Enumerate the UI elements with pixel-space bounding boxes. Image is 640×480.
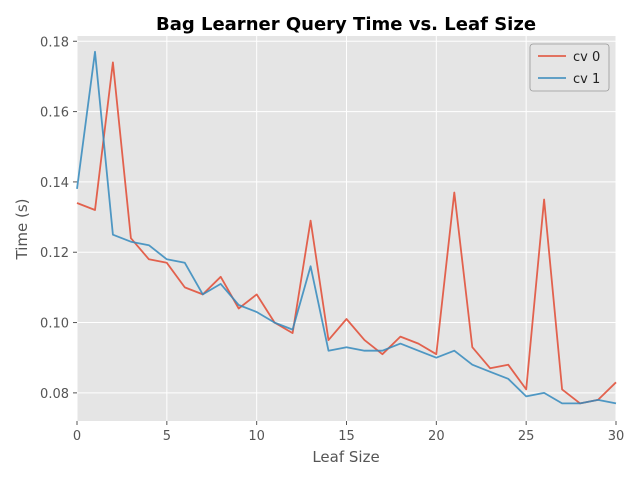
y-tick-label: 0.12 [40,246,69,261]
y-axis-ticks: 0.08 0.10 0.12 0.14 0.16 0.18 [40,35,77,402]
x-tick-label: 5 [163,429,171,444]
series-lines [76,50,617,405]
y-tick-label: 0.14 [40,176,69,191]
x-tick-label: 20 [428,429,445,444]
y-tick-label: 0.08 [40,387,69,402]
x-tick-label: 0 [73,429,81,444]
x-tick-label: 10 [248,429,265,444]
chart-title: Bag Learner Query Time vs. Leaf Size [156,14,536,35]
y-tick-label: 0.18 [40,35,69,50]
series-line-cv-1 [76,50,617,405]
x-tick-label: 15 [338,429,355,444]
x-axis-label: Leaf Size [312,448,379,466]
y-tick-label: 0.16 [40,106,69,121]
legend-label-cv-0: cv 0 [573,50,600,65]
y-tick-label: 0.10 [40,317,69,332]
x-tick-label: 30 [608,429,625,444]
grid [76,36,617,421]
legend-label-cv-1: cv 1 [573,72,600,87]
legend: cv 0 cv 1 [529,43,610,92]
x-axis-ticks: 0 5 10 15 20 25 30 [73,421,624,444]
series-line-cv-0 [76,61,617,405]
y-axis-label: Time (s) [13,199,31,261]
x-tick-label: 25 [518,429,535,444]
